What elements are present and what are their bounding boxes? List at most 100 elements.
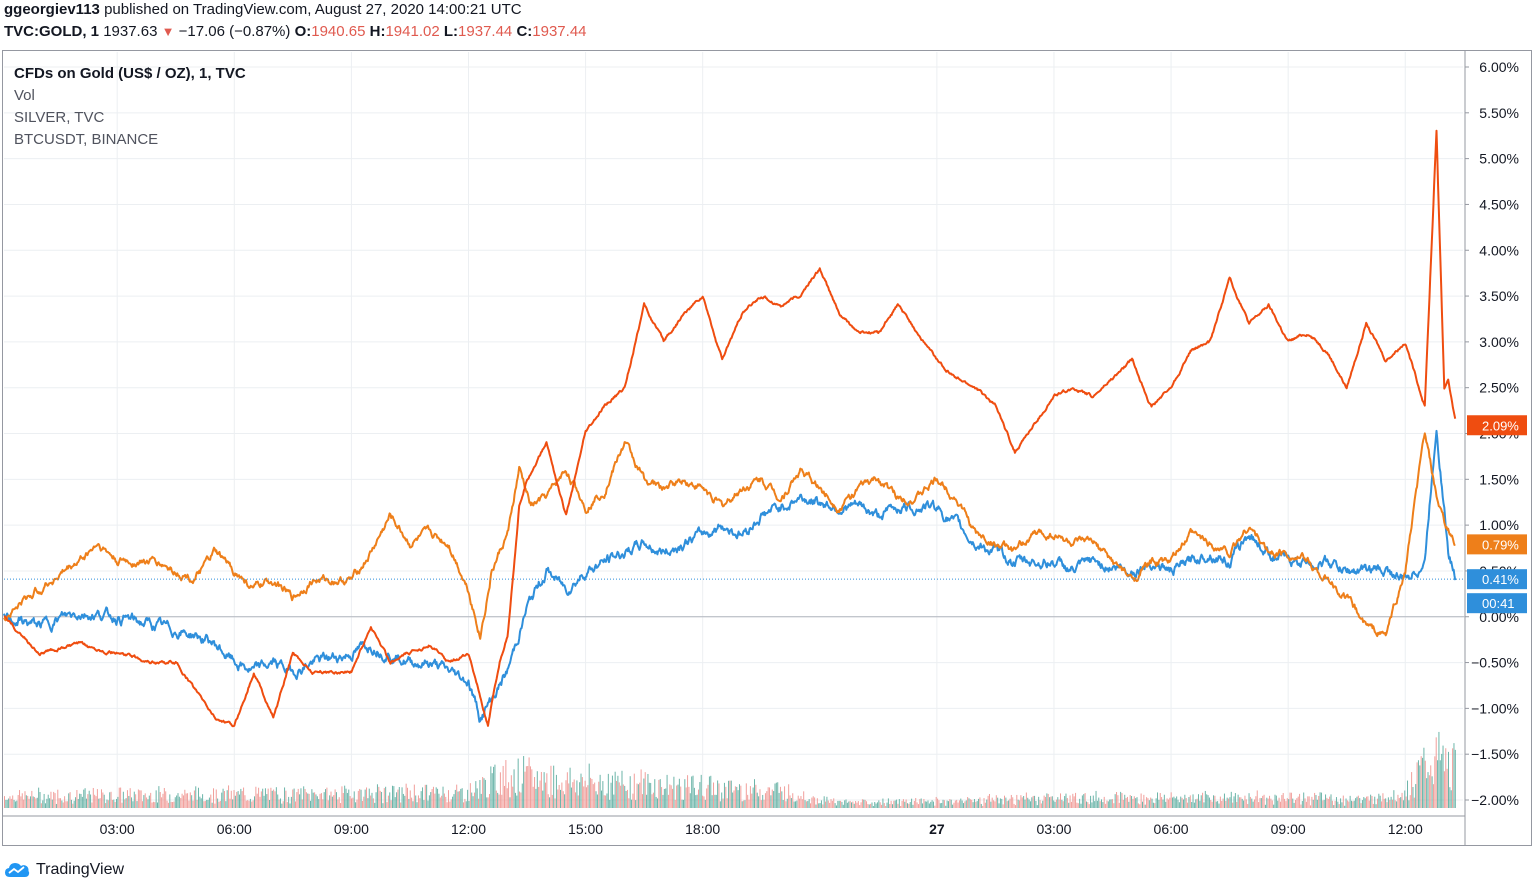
volume-bar <box>1069 795 1071 808</box>
volume-bar <box>894 800 896 808</box>
volume-bar <box>5 799 7 808</box>
volume-bar <box>1389 799 1391 808</box>
volume-bar <box>23 799 25 808</box>
volume-bar <box>998 803 1000 808</box>
volume-bar <box>463 802 465 808</box>
volume-bar <box>590 777 592 808</box>
volume-bar <box>538 786 540 808</box>
volume-bar <box>1432 784 1434 808</box>
volume-bar <box>717 780 719 808</box>
volume-bar <box>519 791 521 808</box>
price-axis-label: 5.00% <box>1479 151 1519 167</box>
volume-bar <box>360 789 362 808</box>
legend-btc[interactable]: BTCUSDT, BINANCE <box>14 131 159 148</box>
volume-bar <box>1342 795 1344 808</box>
volume-bar <box>386 802 388 808</box>
volume-bar <box>1036 805 1038 808</box>
volume-bar <box>72 803 74 808</box>
volume-bar <box>633 773 635 808</box>
volume-bar <box>326 787 328 808</box>
volume-bar <box>1169 797 1171 808</box>
volume-bar <box>1140 793 1142 808</box>
volume-bar <box>294 801 296 808</box>
volume-bar <box>520 792 522 808</box>
volume-bar <box>400 802 402 808</box>
volume-bar <box>1285 801 1287 808</box>
volume-bar <box>1281 795 1283 808</box>
volume-bar <box>734 786 736 808</box>
volume-bar <box>565 780 567 808</box>
volume-bar <box>733 790 735 808</box>
volume-bar <box>135 794 137 808</box>
volume-bar <box>55 803 57 808</box>
volume-bar <box>1189 795 1191 808</box>
author-name[interactable]: ggeorgiev113 <box>4 1 100 18</box>
volume-bar <box>251 801 253 808</box>
volume-bar <box>493 766 495 808</box>
volume-bar <box>338 797 340 808</box>
volume-bar <box>585 787 587 808</box>
legend-volume[interactable]: Vol <box>14 87 35 104</box>
volume-bar <box>983 798 985 808</box>
volume-bar <box>711 795 713 808</box>
volume-bar <box>575 792 577 808</box>
volume-bar <box>1072 793 1074 808</box>
volume-bar <box>1103 796 1105 808</box>
price-axis-label: 1.50% <box>1479 471 1519 487</box>
volume-bar <box>799 798 801 808</box>
volume-bar <box>367 798 369 808</box>
volume-bar <box>967 797 969 808</box>
volume-bar <box>536 771 538 808</box>
bar-countdown-timer: 00:41 <box>1482 596 1515 611</box>
volume-bar <box>269 799 271 808</box>
volume-bar <box>762 794 764 808</box>
volume-bar <box>1192 794 1194 808</box>
volume-bar <box>879 802 881 808</box>
time-axis-label: 18:00 <box>685 821 720 837</box>
tradingview-brand[interactable]: TradingView <box>36 861 125 878</box>
legend-gold[interactable]: CFDs on Gold (US$ / OZ), 1, TVC <box>14 65 246 82</box>
volume-bar <box>390 800 392 808</box>
volume-bar <box>64 796 66 808</box>
volume-bar <box>131 797 133 808</box>
volume-bar <box>1273 804 1275 808</box>
volume-bar <box>1017 799 1019 808</box>
volume-bar <box>606 793 608 808</box>
volume-bar <box>617 775 619 808</box>
volume-bar <box>579 782 581 808</box>
volume-bar <box>432 786 434 808</box>
volume-bar <box>831 800 833 808</box>
volume-bar <box>1279 801 1281 808</box>
volume-bar <box>1157 792 1159 808</box>
volume-bar <box>234 795 236 808</box>
volume-bar <box>1351 800 1353 808</box>
volume-bar <box>479 780 481 808</box>
volume-bar <box>233 790 235 808</box>
volume-bar <box>264 788 266 808</box>
time-axis-label: 15:00 <box>568 821 603 837</box>
volume-bar <box>325 789 327 808</box>
volume-bar <box>19 790 21 808</box>
volume-bar <box>278 799 280 808</box>
volume-bar <box>122 791 124 808</box>
volume-bar <box>88 790 90 808</box>
tradingview-cloud-icon[interactable] <box>4 861 30 879</box>
volume-bar <box>532 786 534 808</box>
volume-bar <box>165 791 167 808</box>
volume-bar <box>708 776 710 808</box>
volume-bar <box>846 802 848 808</box>
volume-bar <box>1027 797 1029 808</box>
volume-bar <box>318 799 320 808</box>
volume-bar <box>1438 731 1440 808</box>
volume-bar <box>995 795 997 808</box>
volume-bar <box>740 785 742 808</box>
volume-bar <box>422 787 424 808</box>
volume-bar <box>284 787 286 808</box>
volume-bar <box>961 800 963 808</box>
volume-bar <box>273 789 275 808</box>
volume-bar <box>648 782 650 808</box>
symbol-name[interactable]: TVC:GOLD, 1 <box>4 23 100 40</box>
volume-bar <box>789 795 791 808</box>
legend-silver[interactable]: SILVER, TVC <box>14 109 105 126</box>
